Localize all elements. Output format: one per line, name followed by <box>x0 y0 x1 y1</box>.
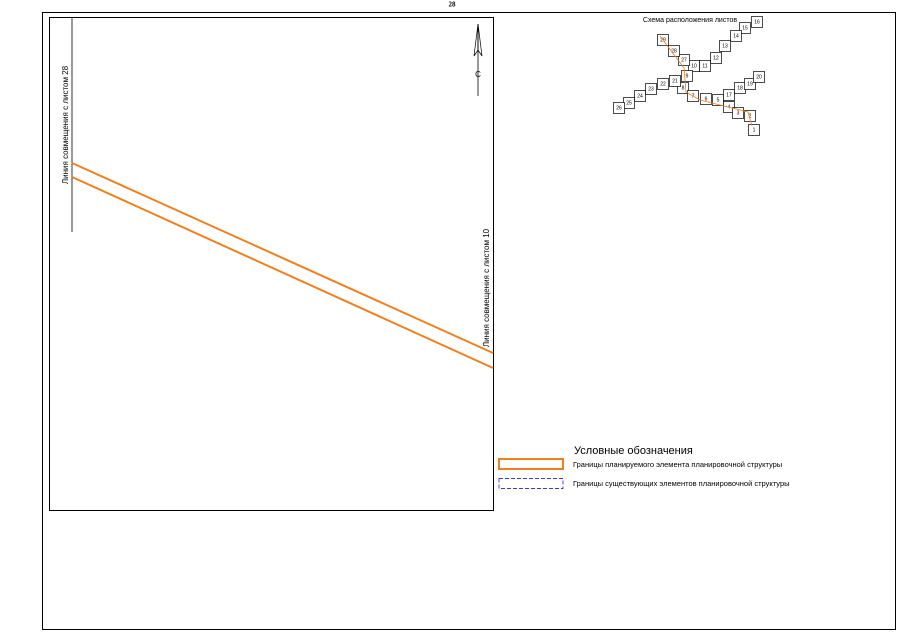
sheet-box <box>710 52 722 64</box>
sheet-number: 19 <box>747 81 753 87</box>
map-frame <box>49 17 494 511</box>
legend-title: Условные обозначения <box>574 445 693 457</box>
sheet-box <box>753 71 765 83</box>
sheet-box <box>634 90 646 102</box>
boundary-line <box>71 162 494 354</box>
sheet-number: 10 <box>691 63 697 69</box>
sheet-number: 23 <box>648 86 654 92</box>
sheet-box <box>613 102 625 114</box>
north-label: С <box>475 70 481 79</box>
sheet-box <box>688 60 700 72</box>
sheet-box <box>668 45 680 57</box>
sheet-number: 25 <box>626 100 632 106</box>
sheet-number: 20 <box>756 74 762 80</box>
outer-frame <box>42 12 896 630</box>
sheet-box <box>681 70 693 82</box>
sheet-number: 27 <box>681 57 687 63</box>
sheet-box <box>677 82 689 94</box>
legend-label: Границы планируемого элемента планировоч… <box>573 460 782 469</box>
sheet-number: 17 <box>726 92 732 98</box>
sheet-number: 16 <box>754 19 760 25</box>
scheme-title: Схема расположения листов <box>643 17 737 24</box>
sheet-number: 6 <box>705 96 708 102</box>
sheet-number: 1 <box>753 127 756 133</box>
legend-swatch-planned <box>498 458 564 470</box>
sheet-number: 22 <box>660 81 666 87</box>
page-number: 28 <box>449 1 457 9</box>
legend-label: Границы существующих элементов планирово… <box>573 479 790 488</box>
sheet-box <box>744 78 756 90</box>
sheet-box <box>730 30 742 42</box>
sheet-number: 18 <box>737 85 743 91</box>
sheet-number: 13 <box>722 43 728 49</box>
sheet-box <box>657 78 669 90</box>
sheet-number: 5 <box>717 97 720 103</box>
sheet-number: 9 <box>686 73 689 79</box>
sheet-box <box>678 54 690 66</box>
sheet-box <box>719 40 731 52</box>
sheet-box <box>723 89 735 101</box>
sheet-box <box>700 93 712 105</box>
sheet-number: 15 <box>742 25 748 31</box>
sheet-number: 26 <box>616 105 622 111</box>
sheet-number: 3 <box>737 110 740 116</box>
sheet-number: 12 <box>713 55 719 61</box>
sheet-number: 28 <box>671 48 677 54</box>
sheet-number: 8 <box>682 85 685 91</box>
sheet-box <box>732 107 744 119</box>
left-match-label: Линия совмещения с листом 28 <box>61 65 70 184</box>
sheet-number: 24 <box>637 93 643 99</box>
sheet-number: 21 <box>672 78 678 84</box>
sheet-box <box>748 124 760 136</box>
north-arrow <box>473 23 483 96</box>
sheet-box <box>669 75 681 87</box>
sheet-box <box>739 22 751 34</box>
legend-swatch-existing <box>498 478 564 489</box>
sheet-number: 14 <box>733 33 739 39</box>
sheet-number: 11 <box>702 63 707 69</box>
sheet-number: 2 <box>749 113 752 119</box>
sheet-box <box>751 16 763 28</box>
sheet-box <box>645 83 657 95</box>
scheme-route <box>659 35 753 127</box>
sheet-box <box>744 110 756 122</box>
boundary-line <box>71 176 494 369</box>
right-match-label: Линия совмещения с листом 10 <box>482 228 491 347</box>
